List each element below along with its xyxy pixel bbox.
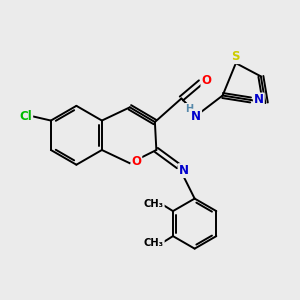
Text: N: N (179, 164, 189, 177)
Text: O: O (201, 74, 212, 87)
Text: S: S (232, 50, 240, 63)
Text: CH₃: CH₃ (144, 199, 164, 209)
Text: Cl: Cl (20, 110, 32, 123)
Text: O: O (131, 155, 141, 168)
Text: N: N (191, 110, 201, 123)
Text: CH₃: CH₃ (144, 238, 164, 248)
Text: N: N (254, 93, 264, 106)
Text: H: H (185, 104, 194, 114)
